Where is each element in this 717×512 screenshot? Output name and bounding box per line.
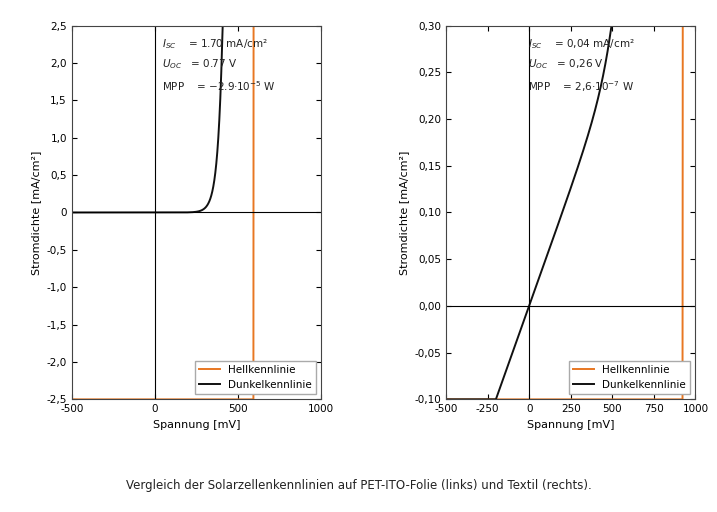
Hellkennlinie — [686, 23, 695, 29]
Hellkennlinie — [442, 396, 450, 402]
Dunkelkennlinie — [67, 209, 76, 216]
Hellkennlinie — [678, 23, 687, 29]
Text: $I_{SC}$    = 1.70 mA/cm²
$U_{OC}$   = 0.77 V
MPP    = −2.9·10$^{-5}$ W: $I_{SC}$ = 1.70 mA/cm² $U_{OC}$ = 0.77 V… — [161, 37, 275, 94]
Hellkennlinie — [470, 396, 479, 402]
Hellkennlinie — [312, 23, 320, 29]
Dunkelkennlinie — [442, 396, 450, 402]
Hellkennlinie — [537, 396, 546, 402]
Hellkennlinie — [691, 23, 700, 29]
Hellkennlinie — [285, 23, 294, 29]
Dunkelkennlinie — [607, 23, 616, 29]
Dunkelkennlinie — [174, 209, 183, 216]
Y-axis label: Stromdichte [mA/cm²]: Stromdichte [mA/cm²] — [399, 151, 409, 274]
Dunkelkennlinie — [660, 23, 668, 29]
Dunkelkennlinie — [691, 23, 700, 29]
Line: Hellkennlinie: Hellkennlinie — [446, 26, 695, 399]
Dunkelkennlinie — [312, 23, 320, 29]
Y-axis label: Stromdichte [mA/cm²]: Stromdichte [mA/cm²] — [31, 151, 41, 274]
Dunkelkennlinie — [686, 23, 695, 29]
Dunkelkennlinie — [96, 209, 105, 216]
Dunkelkennlinie — [219, 23, 227, 29]
Dunkelkennlinie — [317, 23, 326, 29]
Line: Dunkelkennlinie: Dunkelkennlinie — [446, 26, 695, 399]
Dunkelkennlinie — [470, 396, 479, 402]
Text: Vergleich der Solarzellenkennlinien auf PET-ITO-Folie (links) und Textil (rechts: Vergleich der Solarzellenkennlinien auf … — [125, 479, 592, 492]
Dunkelkennlinie — [485, 396, 493, 402]
Hellkennlinie — [163, 396, 171, 402]
Hellkennlinie — [250, 23, 258, 29]
Hellkennlinie — [67, 396, 76, 402]
Hellkennlinie — [485, 396, 493, 402]
Hellkennlinie — [96, 396, 105, 402]
Hellkennlinie — [110, 396, 119, 402]
Line: Hellkennlinie: Hellkennlinie — [72, 26, 321, 399]
Line: Dunkelkennlinie: Dunkelkennlinie — [72, 26, 321, 212]
X-axis label: Spannung [mV]: Spannung [mV] — [153, 420, 240, 430]
Hellkennlinie — [660, 396, 668, 402]
Hellkennlinie — [317, 23, 326, 29]
Dunkelkennlinie — [285, 23, 294, 29]
Legend: Hellkennlinie, Dunkelkennlinie: Hellkennlinie, Dunkelkennlinie — [195, 360, 316, 394]
Legend: Hellkennlinie, Dunkelkennlinie: Hellkennlinie, Dunkelkennlinie — [569, 360, 690, 394]
Dunkelkennlinie — [163, 209, 171, 216]
Hellkennlinie — [174, 396, 183, 402]
Dunkelkennlinie — [549, 237, 557, 243]
X-axis label: Spannung [mV]: Spannung [mV] — [527, 420, 614, 430]
Text: $I_{SC}$    = 0,04 mA/cm²
$U_{OC}$   = 0,26 V
MPP    = 2,6·10$^{-7}$ W: $I_{SC}$ = 0,04 mA/cm² $U_{OC}$ = 0,26 V… — [528, 37, 635, 95]
Dunkelkennlinie — [110, 209, 119, 216]
Dunkelkennlinie — [537, 268, 546, 274]
Hellkennlinie — [549, 396, 557, 402]
